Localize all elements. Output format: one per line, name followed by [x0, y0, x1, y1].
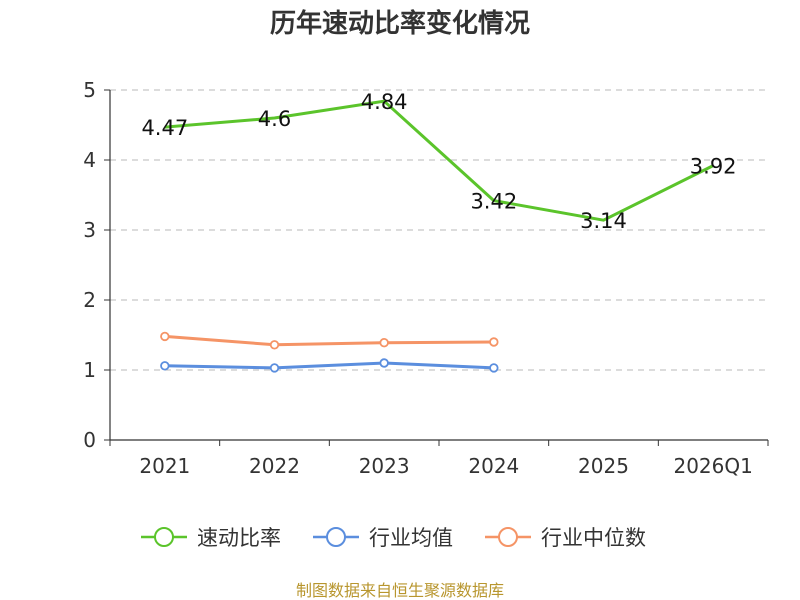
- data-point[interactable]: [489, 337, 499, 347]
- x-tick-label: 2022: [249, 454, 300, 478]
- legend[interactable]: 速动比率 行业均值 行业中位数: [141, 526, 646, 550]
- y-tick-label: 2: [83, 288, 96, 312]
- data-label: 4.6: [258, 107, 291, 131]
- data-point[interactable]: [160, 331, 170, 342]
- series-lines: [160, 99, 714, 373]
- axes: 0 1 2 3 4 5 2021 2022 2023 2024 2025 2026Q1: [83, 78, 769, 478]
- source-note: 制图数据来自恒生聚源数据库: [296, 581, 504, 600]
- data-label: 4.84: [361, 90, 408, 114]
- x-tick-label: 2024: [468, 454, 519, 478]
- x-tick-label: 2026Q1: [673, 454, 752, 478]
- data-label: 3.92: [690, 155, 737, 179]
- legend-item-1[interactable]: 行业均值: [313, 526, 453, 550]
- y-tick-label: 5: [83, 78, 96, 102]
- y-tick-label: 4: [83, 148, 96, 172]
- data-point[interactable]: [489, 363, 499, 373]
- data-point[interactable]: [269, 363, 280, 373]
- data-point[interactable]: [379, 338, 389, 348]
- legend-marker: [326, 527, 346, 547]
- x-tick-label: 2021: [139, 454, 190, 478]
- data-label: 3.42: [470, 190, 517, 214]
- y-tick-label: 0: [83, 428, 96, 452]
- series-line-0: [164, 99, 714, 222]
- legend-marker: [498, 527, 518, 547]
- series-line-2: [164, 334, 494, 347]
- series-line-1: [164, 361, 494, 370]
- y-tick-label: 1: [83, 358, 96, 382]
- legend-item-2[interactable]: 行业中位数: [485, 526, 646, 550]
- data-label: 3.14: [580, 209, 627, 233]
- legend-label: 行业中位数: [541, 526, 646, 550]
- legend-label: 行业均值: [369, 526, 453, 550]
- legend-marker: [154, 527, 174, 547]
- legend-item-0[interactable]: 速动比率: [141, 526, 281, 550]
- chart-title: 历年速动比率变化情况: [270, 8, 530, 39]
- legend-label: 速动比率: [197, 526, 281, 550]
- x-tick-label: 2023: [359, 454, 410, 478]
- grid-lines: [110, 89, 768, 371]
- data-label: 4.47: [141, 116, 188, 140]
- y-tick-label: 3: [83, 218, 96, 242]
- data-point[interactable]: [379, 358, 389, 368]
- x-tick-label: 2025: [578, 454, 629, 478]
- data-labels: 4.47 4.6 4.84 3.42 3.14 3.92: [141, 90, 736, 233]
- data-point[interactable]: [269, 340, 280, 350]
- data-point[interactable]: [160, 361, 170, 371]
